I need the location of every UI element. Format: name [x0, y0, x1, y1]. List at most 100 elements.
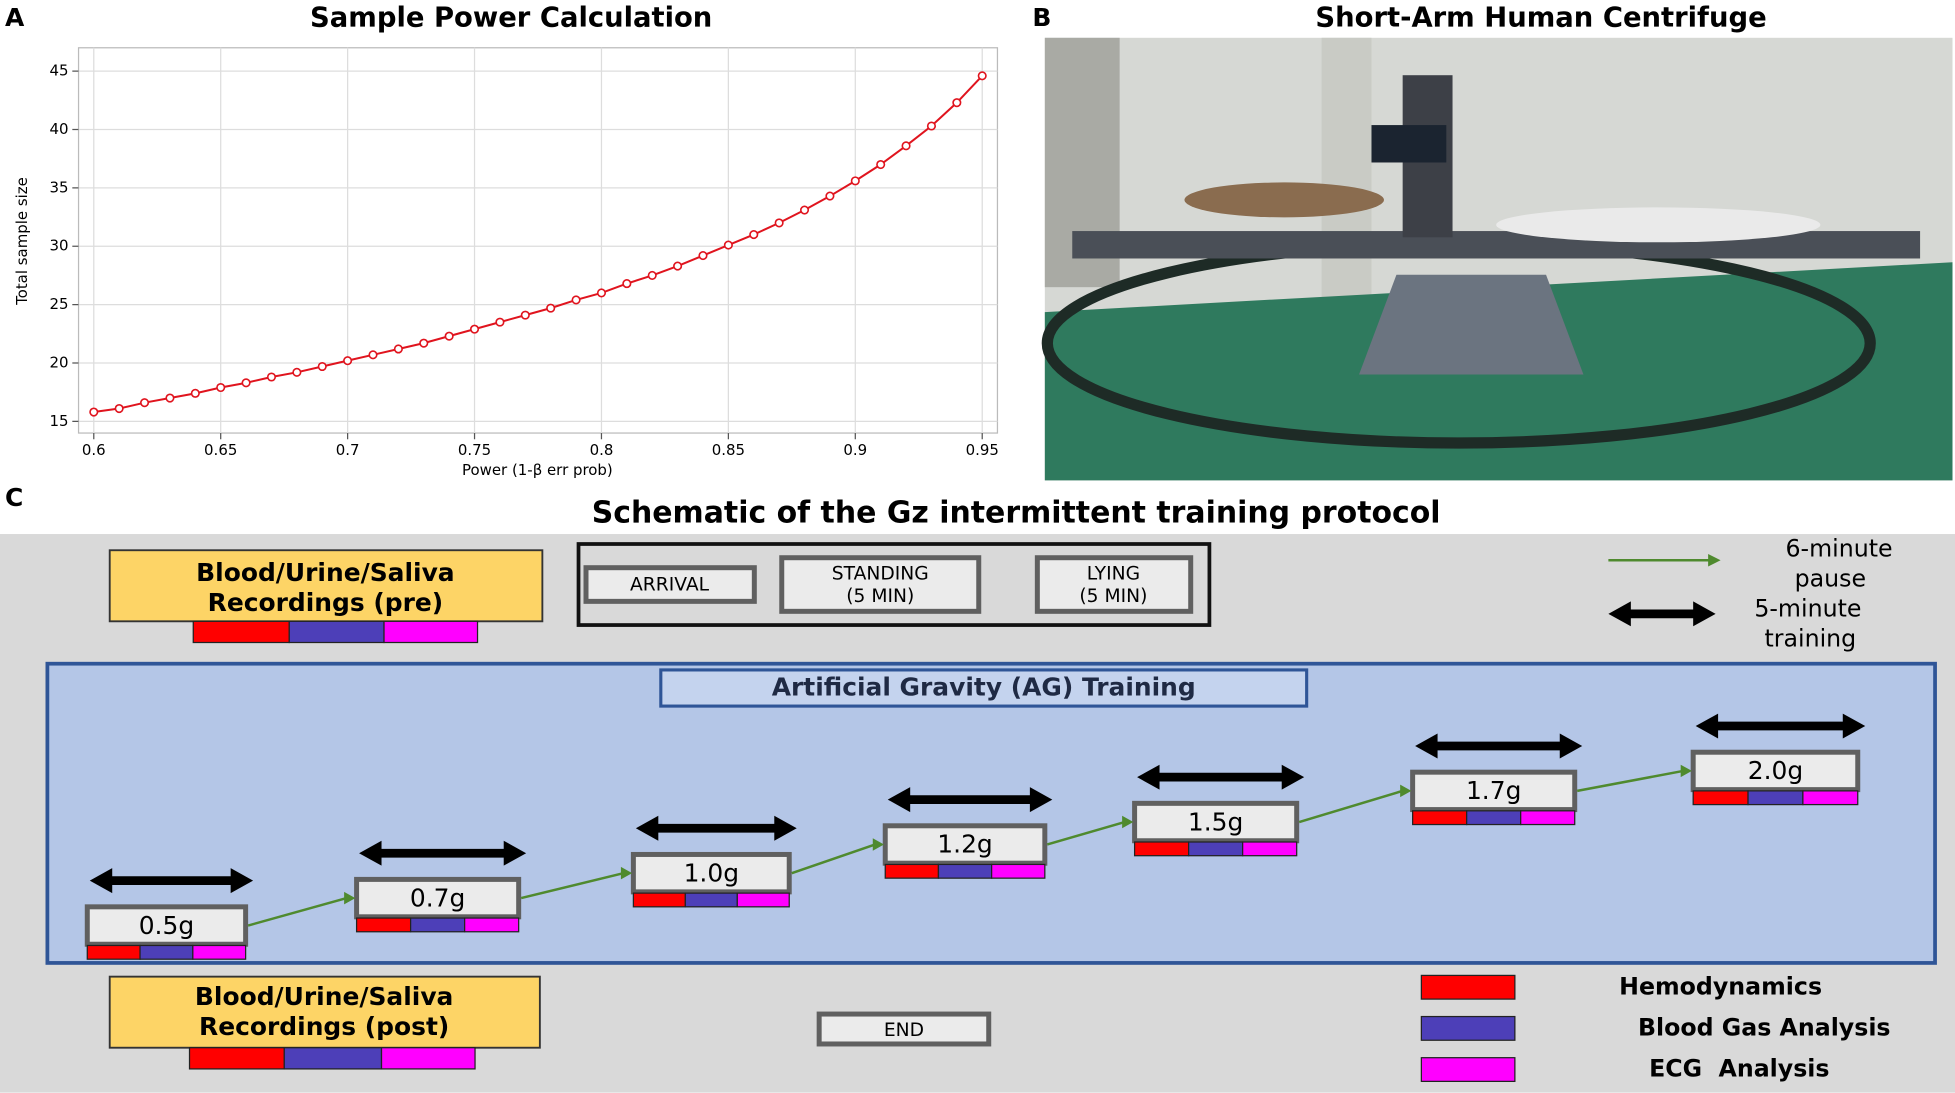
level-text: 1.0g — [684, 858, 739, 887]
pause-arrow — [1608, 553, 1721, 567]
x-tick-label: 0.75 — [458, 441, 491, 459]
arrow-head — [1693, 601, 1716, 627]
data-point — [469, 324, 480, 334]
pre-text: Blood/Urine/Saliva — [196, 558, 454, 587]
data-point — [673, 261, 683, 271]
pause-arrow-head — [344, 891, 356, 905]
level-box — [1410, 769, 1578, 813]
arrow-head — [89, 868, 113, 894]
level-text: 1.5g — [1188, 807, 1243, 836]
arrow-head — [1842, 713, 1866, 739]
data-point — [647, 270, 657, 280]
legend-text: 6-minute — [1785, 535, 1892, 563]
panel-label: B — [1032, 3, 1051, 32]
photo-title: Short-Arm Human Centrifuge — [1315, 3, 1766, 34]
level-bar — [1747, 790, 1804, 806]
legend-text: 5-minute — [1754, 595, 1861, 623]
level-bar — [355, 917, 412, 933]
level-bar — [1692, 790, 1749, 806]
arrow-head — [1559, 733, 1583, 759]
level-box — [1132, 800, 1300, 844]
pause-arrow — [1046, 820, 1125, 846]
ag-panel — [45, 661, 1937, 965]
x-axis-label: Power (1-β err prob) — [462, 461, 613, 479]
data-point — [292, 367, 302, 377]
level-bar — [632, 892, 686, 908]
arrow-head — [230, 868, 254, 894]
data-point — [723, 240, 733, 250]
plot-area: 0.6 0.65 0.7 0.75 0.8 0.85 0.9 0.95 15 20 25 30 35 40… — [50, 47, 999, 459]
x-tick-label: 0.6 — [82, 441, 106, 459]
data-point — [317, 361, 327, 372]
pre-box — [108, 549, 544, 623]
pause-arrow-head — [1400, 784, 1412, 798]
level-box — [354, 876, 522, 920]
level-bar — [1520, 810, 1576, 826]
legend-text: ECG Analysis — [1649, 1055, 1829, 1083]
level-bar — [991, 863, 1046, 879]
legend-swatch — [1420, 974, 1516, 1000]
x-tick-label: 0.85 — [712, 441, 745, 459]
y-tick-label: 40 — [50, 120, 69, 138]
level-bar — [409, 917, 466, 933]
legend-swatch — [1420, 1015, 1516, 1041]
level-text: 2.0g — [1748, 756, 1803, 785]
pause-arrow-head — [620, 866, 633, 880]
data-point — [368, 350, 378, 360]
data-point — [571, 295, 581, 305]
level-bar — [736, 892, 790, 908]
data-point — [698, 251, 708, 261]
legend-text: training — [1765, 625, 1857, 653]
arrow-head — [774, 815, 797, 841]
level-bar — [937, 863, 993, 879]
y-tick-label: 15 — [50, 412, 69, 430]
pause-arrow — [1576, 769, 1684, 793]
level-text: 1.2g — [937, 830, 992, 859]
y-tick-label: 20 — [50, 353, 69, 371]
level-bar — [1466, 810, 1522, 826]
ag-title: Artificial Gravity (AG) Training — [772, 673, 1196, 702]
level-bar — [1802, 790, 1859, 806]
data-point — [977, 71, 987, 81]
arrival-text: ARRIVAL — [630, 575, 710, 596]
level-box — [630, 851, 792, 895]
data-point — [546, 303, 556, 313]
y-tick-label: 35 — [50, 178, 69, 196]
post-text: Recordings (post) — [199, 1012, 449, 1041]
data-point — [596, 288, 607, 298]
level-bar — [1188, 841, 1244, 857]
data-point — [165, 393, 175, 403]
pre-text: Recordings (pre) — [208, 588, 444, 617]
pause-arrow — [791, 843, 876, 875]
pause-arrow-head — [1680, 764, 1692, 778]
data-point — [393, 344, 403, 354]
data-point — [749, 230, 759, 240]
arrow-head — [1415, 733, 1438, 759]
x-tick-label: 0.65 — [204, 441, 237, 459]
arrow-head — [359, 840, 382, 866]
arrow-head — [503, 840, 527, 866]
standing-text: (5 MIN) — [846, 586, 914, 607]
end-text: END — [884, 1020, 924, 1041]
level-text: 1.7g — [1466, 776, 1521, 805]
legend-text: Hemodynamics — [1619, 972, 1822, 1000]
y-axis-label: Total sample size — [13, 177, 31, 306]
measures-legend: Hemodynamics Blood Gas Analysis ECG Analys… — [1420, 972, 1891, 1083]
pre-bars — [192, 620, 479, 644]
legend-text: Blood Gas Analysis — [1638, 1014, 1891, 1042]
data-point — [850, 176, 860, 186]
arrow-head — [1608, 601, 1631, 627]
x-tick-label: 0.9 — [843, 441, 867, 459]
level-bar — [86, 944, 141, 960]
data-point — [774, 218, 784, 228]
level-bar — [684, 892, 738, 908]
y-tick-label: 45 — [50, 62, 69, 80]
y-tick-label: 25 — [50, 295, 69, 313]
panel-label: A — [5, 3, 25, 32]
chart-title: Sample Power Calculation — [310, 3, 712, 34]
standing-box — [779, 555, 982, 614]
y-tick-label: 30 — [50, 237, 69, 255]
standing-text: STANDING — [832, 563, 929, 584]
photo — [1041, 37, 1953, 481]
level-box — [882, 823, 1048, 866]
